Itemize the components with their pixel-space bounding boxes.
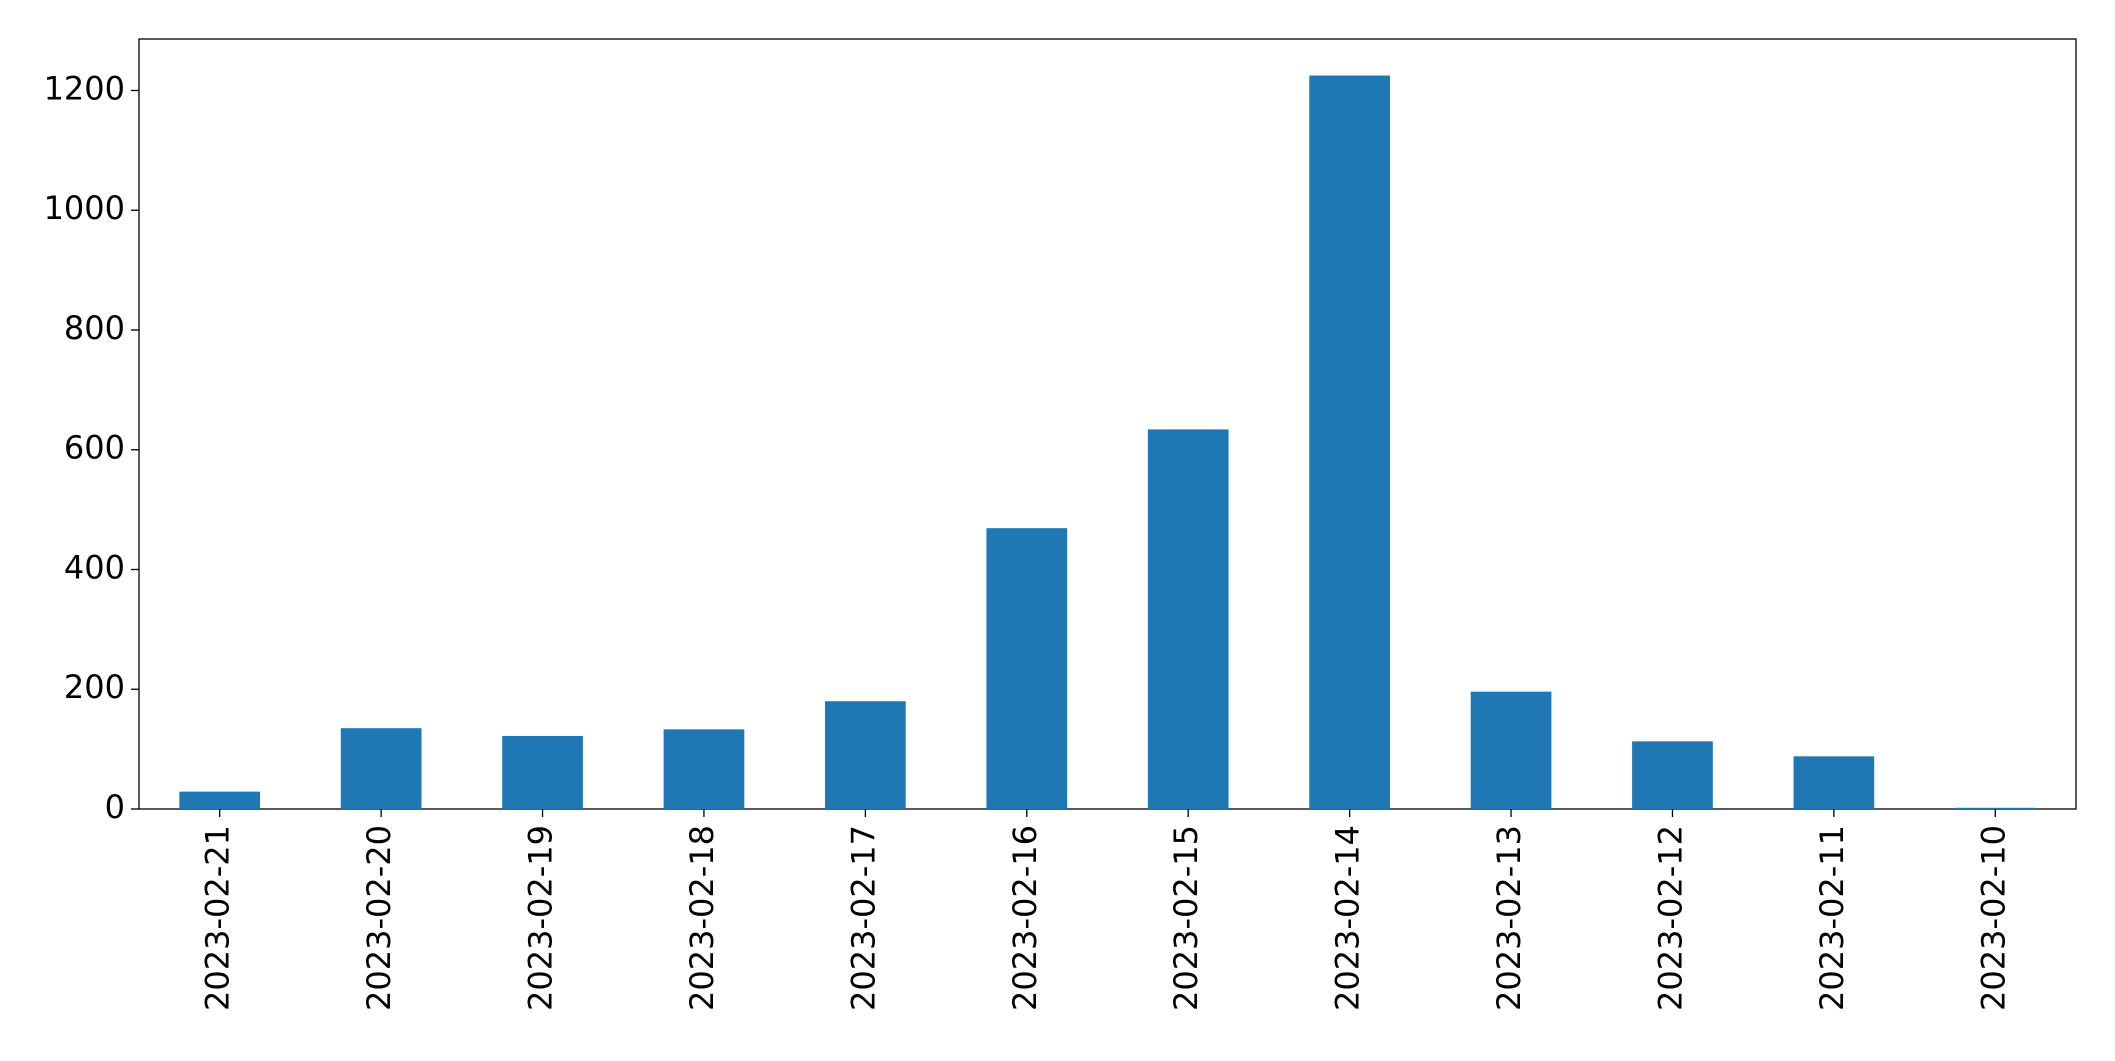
- y-tick-label: 200: [64, 668, 125, 706]
- bar: [663, 729, 745, 809]
- y-tick-label: 600: [64, 429, 125, 467]
- bar: [1793, 756, 1875, 809]
- x-tick-label: 2023-02-20: [360, 825, 398, 1011]
- y-tick-label: 1200: [44, 69, 125, 107]
- y-tick-label: 800: [64, 309, 125, 347]
- plot-frame: [138, 38, 2077, 810]
- bar: [1954, 807, 2036, 809]
- bar: [986, 528, 1068, 809]
- bar: [502, 735, 583, 809]
- x-tick-label: 2023-02-19: [522, 825, 560, 1011]
- x-tick-label: 2023-02-12: [1651, 825, 1689, 1011]
- x-tick-label: 2023-02-10: [1974, 825, 2012, 1011]
- x-tick-label: 2023-02-21: [199, 825, 237, 1011]
- bar: [1309, 75, 1390, 809]
- bar: [1632, 741, 1713, 809]
- y-tick-label: 1000: [44, 189, 125, 227]
- x-tick-label: 2023-02-11: [1813, 825, 1851, 1011]
- x-tick-label: 2023-02-16: [1006, 825, 1044, 1011]
- x-tick-label: 2023-02-13: [1490, 825, 1528, 1011]
- bar: [340, 728, 422, 809]
- y-tick-label: 0: [105, 788, 125, 826]
- bar: [179, 791, 261, 809]
- y-tick-label: 400: [64, 548, 125, 586]
- bar: [825, 701, 906, 809]
- x-tick-label: 2023-02-17: [844, 825, 882, 1011]
- bar: [1470, 691, 1552, 809]
- bar: [1147, 429, 1229, 809]
- x-tick-label: 2023-02-15: [1167, 825, 1205, 1011]
- x-tick-label: 2023-02-14: [1329, 825, 1367, 1011]
- x-tick-label: 2023-02-18: [683, 825, 721, 1011]
